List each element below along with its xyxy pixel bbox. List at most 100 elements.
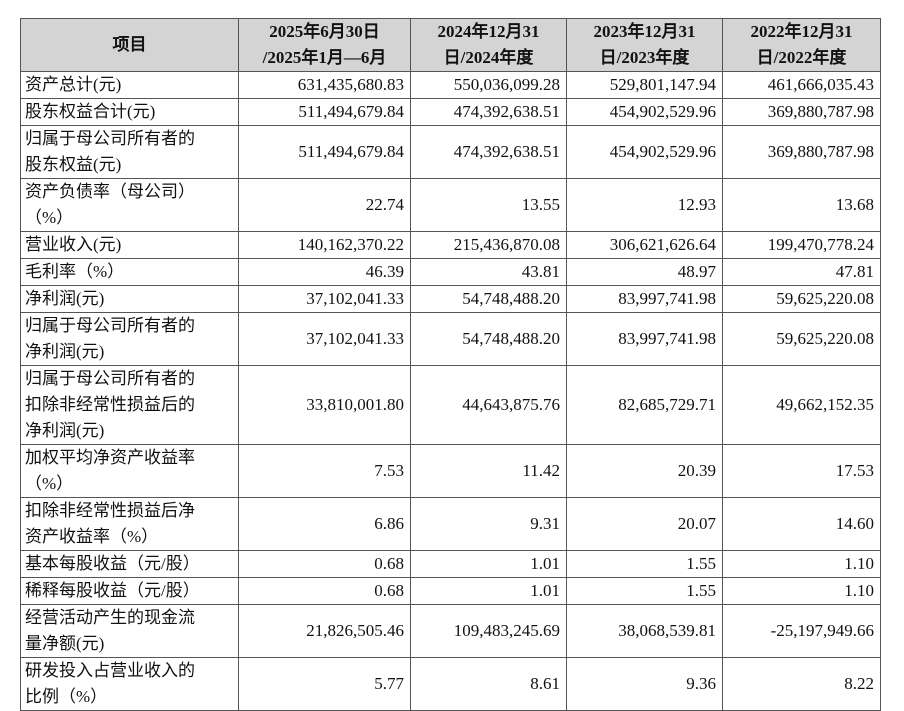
header-cell: 2024年12月31 日/2024年度 xyxy=(410,18,567,72)
value-cell: 9.31 xyxy=(410,497,567,551)
header-text: 2022年12月31 xyxy=(750,22,853,41)
value-cell: 306,621,626.64 xyxy=(566,231,723,259)
row-label: 净利润(元) xyxy=(20,285,239,313)
value-cell: 454,902,529.96 xyxy=(566,98,723,126)
value-cell: 8.61 xyxy=(410,657,567,711)
label-text: 量净额(元) xyxy=(25,634,105,653)
row-label: 扣除非经常性损益后净 资产收益率（%） xyxy=(20,497,239,551)
value-cell: 13.55 xyxy=(410,178,567,232)
row-label: 资产总计(元) xyxy=(20,71,239,99)
row-label: 归属于母公司所有者的 股东权益(元) xyxy=(20,125,239,179)
table-row: 毛利率（%） 46.39 43.81 48.97 47.81 xyxy=(20,258,881,286)
value-cell: 474,392,638.51 xyxy=(410,125,567,179)
table-row: 净利润(元) 37,102,041.33 54,748,488.20 83,997,7… xyxy=(20,285,881,313)
table-row: 归属于母公司所有者的 股东权益(元) 511,494,679.84 474,392,6… xyxy=(20,125,881,179)
label-text: 股东权益合计(元) xyxy=(25,102,156,121)
value-cell: 1.10 xyxy=(722,577,881,605)
value-cell: 1.55 xyxy=(566,550,723,578)
table-body: 资产总计(元) 631,435,680.83 550,036,099.28 529,8… xyxy=(20,71,881,711)
table-row: 归属于母公司所有者的 净利润(元) 37,102,041.33 54,748,488.… xyxy=(20,312,881,366)
value-cell: 49,662,152.35 xyxy=(722,365,881,445)
label-text: 毛利率（%） xyxy=(25,262,125,281)
value-cell: 0.68 xyxy=(238,550,411,578)
label-text: 营业收入(元) xyxy=(25,235,122,254)
value-cell: 550,036,099.28 xyxy=(410,71,567,99)
value-cell: 631,435,680.83 xyxy=(238,71,411,99)
value-cell: 59,625,220.08 xyxy=(722,285,881,313)
value-cell: 461,666,035.43 xyxy=(722,71,881,99)
value-cell: 83,997,741.98 xyxy=(566,312,723,366)
row-label: 营业收入(元) xyxy=(20,231,239,259)
value-cell: 474,392,638.51 xyxy=(410,98,567,126)
value-cell: 12.93 xyxy=(566,178,723,232)
row-label: 经营活动产生的现金流 量净额(元) xyxy=(20,604,239,658)
row-label: 毛利率（%） xyxy=(20,258,239,286)
value-cell: 454,902,529.96 xyxy=(566,125,723,179)
value-cell: 1.01 xyxy=(410,550,567,578)
table-row: 归属于母公司所有者的 扣除非经常性损益后的 净利润(元) 33,810,001.80 4… xyxy=(20,365,881,445)
table-row: 基本每股收益（元/股） 0.68 1.01 1.55 1.10 xyxy=(20,550,881,578)
value-cell: 20.39 xyxy=(566,444,723,498)
value-cell: 54,748,488.20 xyxy=(410,312,567,366)
value-cell: 37,102,041.33 xyxy=(238,312,411,366)
header-row: 项目 2025年6月30日/2025年1月—6月 2024年12月31 日/2024年… xyxy=(20,18,881,72)
financial-table: 项目 2025年6月30日/2025年1月—6月 2024年12月31 日/2024年… xyxy=(20,18,881,711)
row-label: 研发投入占营业收入的 比例（%） xyxy=(20,657,239,711)
table-row: 稀释每股收益（元/股） 0.68 1.01 1.55 1.10 xyxy=(20,577,881,605)
label-text: 净利润(元) xyxy=(25,289,105,308)
label-text: 稀释每股收益（元/股） xyxy=(25,581,200,600)
value-cell: 14.60 xyxy=(722,497,881,551)
value-cell: 38,068,539.81 xyxy=(566,604,723,658)
row-label: 基本每股收益（元/股） xyxy=(20,550,239,578)
value-cell: -25,197,949.66 xyxy=(722,604,881,658)
header-text: 2024年12月31 xyxy=(437,22,540,41)
table-row: 资产总计(元) 631,435,680.83 550,036,099.28 529,8… xyxy=(20,71,881,99)
label-text: 净利润(元) xyxy=(25,342,105,361)
header-cell: 项目 xyxy=(20,18,239,72)
header-text: 日/2024年度 xyxy=(443,48,534,67)
value-cell: 43.81 xyxy=(410,258,567,286)
row-label: 稀释每股收益（元/股） xyxy=(20,577,239,605)
value-cell: 511,494,679.84 xyxy=(238,125,411,179)
value-cell: 17.53 xyxy=(722,444,881,498)
header-text: 2025年6月30日 xyxy=(269,22,380,41)
label-text: 归属于母公司所有者的 xyxy=(25,369,195,388)
row-label: 加权平均净资产收益率 （%） xyxy=(20,444,239,498)
value-cell: 37,102,041.33 xyxy=(238,285,411,313)
value-cell: 8.22 xyxy=(722,657,881,711)
value-cell: 11.42 xyxy=(410,444,567,498)
label-text: 股东权益(元) xyxy=(25,155,122,174)
row-label: 归属于母公司所有者的 扣除非经常性损益后的 净利润(元) xyxy=(20,365,239,445)
label-text: （%） xyxy=(25,474,74,493)
label-text: 比例（%） xyxy=(25,687,108,706)
value-cell: 59,625,220.08 xyxy=(722,312,881,366)
label-text: 扣除非经常性损益后净 xyxy=(25,501,195,520)
value-cell: 5.77 xyxy=(238,657,411,711)
label-text: 扣除非经常性损益后的 xyxy=(25,395,195,414)
row-label: 归属于母公司所有者的 净利润(元) xyxy=(20,312,239,366)
value-cell: 7.53 xyxy=(238,444,411,498)
header-text: 2023年12月31 xyxy=(593,22,696,41)
value-cell: 511,494,679.84 xyxy=(238,98,411,126)
header-text: 项目 xyxy=(112,35,147,54)
label-text: 加权平均净资产收益率 xyxy=(25,448,195,467)
value-cell: 199,470,778.24 xyxy=(722,231,881,259)
value-cell: 22.74 xyxy=(238,178,411,232)
value-cell: 6.86 xyxy=(238,497,411,551)
label-text: 研发投入占营业收入的 xyxy=(25,661,195,680)
header-cell: 2022年12月31 日/2022年度 xyxy=(722,18,881,72)
value-cell: 0.68 xyxy=(238,577,411,605)
row-label: 资产负债率（母公司） （%） xyxy=(20,178,239,232)
value-cell: 529,801,147.94 xyxy=(566,71,723,99)
label-text: 资产负债率（母公司） xyxy=(25,182,195,201)
value-cell: 33,810,001.80 xyxy=(238,365,411,445)
table-row: 经营活动产生的现金流 量净额(元) 21,826,505.46 109,483,245… xyxy=(20,604,881,658)
value-cell: 369,880,787.98 xyxy=(722,125,881,179)
value-cell: 47.81 xyxy=(722,258,881,286)
value-cell: 13.68 xyxy=(722,178,881,232)
value-cell: 83,997,741.98 xyxy=(566,285,723,313)
value-cell: 369,880,787.98 xyxy=(722,98,881,126)
value-cell: 46.39 xyxy=(238,258,411,286)
label-text: 资产收益率（%） xyxy=(25,527,159,546)
